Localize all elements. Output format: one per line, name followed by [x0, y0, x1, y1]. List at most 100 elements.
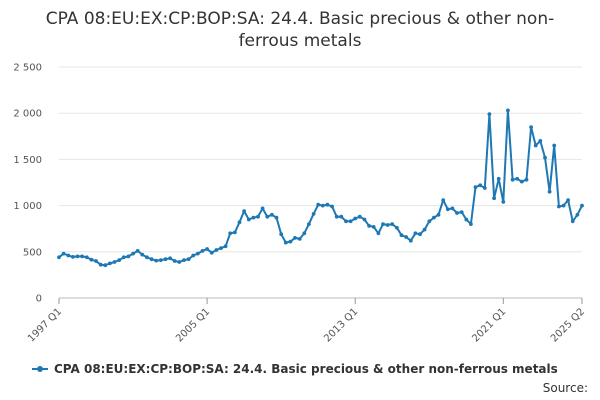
data-point[interactable] [547, 189, 552, 194]
data-point[interactable] [482, 186, 487, 190]
data-point[interactable] [371, 225, 376, 229]
data-point[interactable] [195, 251, 200, 256]
data-point[interactable] [330, 204, 334, 209]
data-point[interactable] [274, 215, 279, 220]
data-point[interactable] [163, 257, 168, 262]
data-point[interactable] [441, 198, 446, 203]
data-point[interactable] [436, 212, 441, 217]
data-point[interactable] [228, 231, 233, 236]
data-point[interactable] [473, 185, 478, 190]
data-point[interactable] [177, 260, 182, 264]
data-point[interactable] [501, 200, 506, 204]
data-point[interactable] [246, 217, 251, 222]
data-point[interactable] [112, 260, 117, 264]
data-point[interactable] [168, 256, 173, 261]
data-point[interactable] [566, 198, 570, 203]
data-point[interactable] [575, 212, 580, 217]
data-point[interactable] [237, 220, 242, 225]
data-point[interactable] [418, 232, 422, 237]
data-point[interactable] [140, 252, 145, 257]
data-point[interactable] [265, 214, 270, 219]
data-point[interactable] [260, 206, 265, 211]
data-point[interactable] [344, 219, 348, 224]
data-point[interactable] [251, 215, 256, 220]
data-point[interactable] [339, 214, 344, 219]
data-point[interactable] [223, 244, 228, 249]
data-point[interactable] [496, 176, 501, 181]
data-point[interactable] [98, 262, 103, 267]
data-point[interactable] [311, 212, 316, 216]
data-point[interactable] [432, 215, 436, 220]
data-point[interactable] [543, 155, 547, 160]
data-point[interactable] [357, 214, 362, 219]
data-point[interactable] [149, 257, 154, 262]
data-point[interactable] [445, 207, 450, 212]
data-point[interactable] [538, 139, 543, 143]
data-point[interactable] [348, 219, 353, 224]
data-point[interactable] [233, 230, 237, 235]
data-point[interactable] [172, 259, 177, 263]
data-point[interactable] [182, 258, 186, 262]
data-point[interactable] [117, 258, 122, 262]
data-point[interactable] [533, 143, 538, 148]
data-point[interactable] [121, 255, 126, 260]
data-point[interactable] [408, 238, 413, 243]
data-point[interactable] [61, 251, 66, 256]
data-point[interactable] [353, 216, 358, 221]
data-point[interactable] [209, 250, 214, 255]
data-point[interactable] [279, 232, 284, 237]
data-point[interactable] [135, 249, 140, 253]
data-point[interactable] [519, 179, 524, 184]
data-point[interactable] [191, 253, 196, 258]
data-point[interactable] [395, 225, 399, 230]
data-point[interactable] [487, 112, 492, 116]
data-point[interactable] [219, 246, 223, 251]
data-point[interactable] [557, 204, 561, 209]
data-point[interactable] [288, 239, 293, 244]
data-point[interactable] [552, 143, 557, 148]
data-point[interactable] [270, 212, 274, 217]
data-point[interactable] [450, 206, 455, 211]
legend[interactable]: CPA 08:EU:EX:CP:BOP:SA: 24.4. Basic prec… [32, 362, 558, 376]
data-point[interactable] [71, 255, 75, 259]
data-point[interactable] [145, 255, 149, 260]
data-point[interactable] [325, 202, 330, 207]
data-point[interactable] [316, 202, 321, 207]
data-point[interactable] [427, 219, 432, 224]
data-point[interactable] [413, 231, 418, 236]
data-point[interactable] [478, 183, 483, 188]
data-point[interactable] [214, 248, 219, 252]
data-point[interactable] [84, 255, 89, 260]
data-point[interactable] [570, 219, 575, 224]
data-point[interactable] [376, 231, 381, 236]
data-point[interactable] [561, 203, 566, 208]
data-point[interactable] [200, 249, 205, 253]
data-point[interactable] [75, 254, 80, 259]
data-point[interactable] [126, 254, 131, 259]
data-point[interactable] [469, 222, 473, 227]
data-point[interactable] [510, 177, 515, 182]
data-point[interactable] [94, 259, 98, 263]
data-point[interactable] [515, 176, 520, 181]
data-point[interactable] [459, 210, 464, 215]
data-point[interactable] [103, 263, 108, 268]
data-point[interactable] [464, 217, 469, 222]
data-point[interactable] [524, 177, 529, 182]
data-point[interactable] [367, 224, 371, 228]
data-point[interactable] [390, 222, 395, 227]
data-point[interactable] [580, 203, 584, 208]
data-point[interactable] [283, 240, 288, 245]
data-point[interactable] [108, 261, 112, 266]
data-point[interactable] [66, 253, 71, 258]
data-point[interactable] [131, 251, 136, 256]
data-point[interactable] [404, 235, 408, 239]
data-point[interactable] [455, 211, 459, 215]
data-point[interactable] [399, 233, 404, 238]
data-point[interactable] [529, 125, 533, 129]
data-point[interactable] [242, 209, 247, 214]
data-point[interactable] [89, 257, 94, 262]
data-point[interactable] [385, 223, 390, 227]
data-point[interactable] [362, 217, 367, 222]
data-point[interactable] [492, 196, 496, 201]
data-point[interactable] [293, 236, 297, 240]
